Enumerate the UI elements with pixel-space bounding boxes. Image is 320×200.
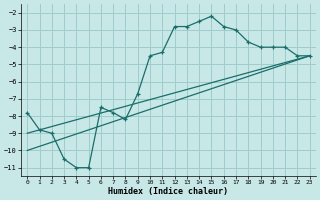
X-axis label: Humidex (Indice chaleur): Humidex (Indice chaleur) [108, 187, 228, 196]
